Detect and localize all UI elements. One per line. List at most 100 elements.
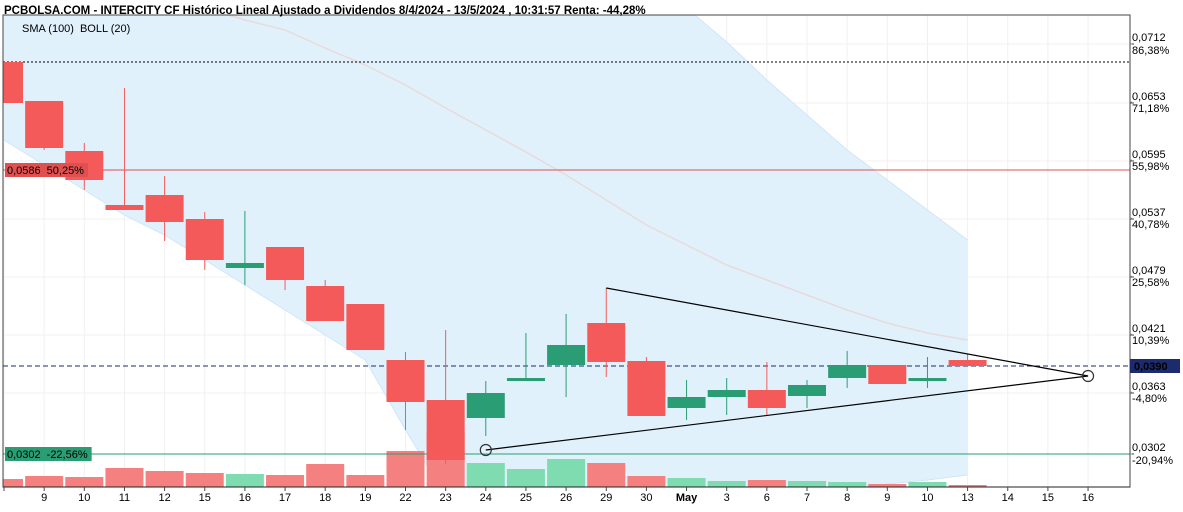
volume-bar <box>627 476 666 487</box>
level-label-box <box>5 447 92 461</box>
y-tick-label: 0,0537 <box>1132 207 1166 219</box>
legend-entry: BOLL (20) <box>80 23 130 35</box>
x-tick-label: 19 <box>359 492 371 504</box>
candle-body <box>506 378 545 381</box>
x-tick-label: 10 <box>921 492 933 504</box>
volume-bar <box>105 468 144 487</box>
volume-bar <box>306 464 345 487</box>
level-label-box <box>5 163 88 177</box>
level-pct: -22,56% <box>47 449 88 461</box>
trendline-handle <box>1081 369 1095 383</box>
volume-bar <box>667 478 706 487</box>
x-tick-label: 29 <box>600 492 612 504</box>
y2-tick-label: -20,94% <box>1132 455 1173 467</box>
sma-line <box>225 15 968 341</box>
candle-body <box>547 345 586 365</box>
x-tick-label: 18 <box>319 492 331 504</box>
trendline-handle <box>479 443 492 457</box>
candle-body <box>145 195 184 222</box>
y2-tick-label: 40,78% <box>1132 219 1170 231</box>
volume-bar <box>547 459 586 487</box>
candle-body <box>707 390 746 397</box>
candle-body <box>386 360 425 402</box>
candle-body <box>788 385 826 396</box>
level-price: 0,0586 <box>7 165 41 177</box>
level-label: 0,0586 50,25% <box>5 163 88 177</box>
level-pct: 50,25% <box>47 165 85 177</box>
y-tick-label: 0,0595 <box>1132 149 1166 161</box>
volume-bar <box>788 481 826 487</box>
candle-body <box>667 397 706 408</box>
y-tick-label: 0,0363 <box>1132 381 1166 393</box>
volume-bar <box>948 485 987 487</box>
y-tick-label: 0,0421 <box>1132 323 1166 335</box>
chart-title: PCBOLSA.COM - INTERCITY CF Histórico Lin… <box>4 5 646 17</box>
y-tick-label: 0,0712 <box>1132 32 1166 44</box>
volume-bar <box>346 475 385 487</box>
x-tick-label: 7 <box>804 492 810 504</box>
candle-body <box>828 365 867 378</box>
volume-bar <box>747 480 786 487</box>
y2-tick-label: -4,80% <box>1132 393 1167 405</box>
candle-body <box>747 390 786 408</box>
legend-entry: SMA (100) <box>22 23 74 35</box>
y-tick-label: 0,0302 <box>1132 442 1166 454</box>
volume-bar <box>65 477 104 487</box>
volume-bar <box>386 451 425 487</box>
level-price: 0,0390 <box>1134 361 1168 373</box>
x-tick-label: 16 <box>1082 492 1094 504</box>
candle-body <box>266 247 305 280</box>
level-label: 0,0302 -22,56% <box>5 447 92 461</box>
candle-body <box>466 393 505 418</box>
x-tick-label: 22 <box>399 492 411 504</box>
x-tick-label: 25 <box>520 492 532 504</box>
volume-bar <box>828 482 867 487</box>
volume-bar <box>3 479 23 487</box>
x-tick-label: 9 <box>884 492 890 504</box>
candle-body <box>868 365 907 384</box>
x-tick-label: 30 <box>640 492 652 504</box>
y-tick-label: 0,0653 <box>1132 91 1166 103</box>
bollinger-band <box>4 15 968 487</box>
candle-body <box>185 219 224 260</box>
x-tick-label: 15 <box>1042 492 1054 504</box>
y2-tick-label: 71,18% <box>1132 103 1170 115</box>
x-tick-label: 14 <box>1002 492 1014 504</box>
candle-body <box>25 101 64 148</box>
volume-bar <box>908 482 947 487</box>
x-tick-label: May <box>676 492 698 504</box>
candle-body <box>948 360 987 366</box>
volume-bar <box>506 469 545 487</box>
x-tick-label: 13 <box>961 492 973 504</box>
trendline <box>606 287 1089 377</box>
x-tick-label: 15 <box>199 492 211 504</box>
x-tick-label: 9 <box>41 492 47 504</box>
bollinger-upper <box>694 15 968 241</box>
candle-body <box>3 62 23 103</box>
volume-bar <box>466 463 505 487</box>
y-tick-label: 0,0479 <box>1132 265 1166 277</box>
candle-body <box>627 361 666 416</box>
candle-body <box>225 263 264 268</box>
plot-area <box>3 15 1130 487</box>
y2-tick-label: 10,39% <box>1132 335 1170 347</box>
volume-bar <box>868 484 907 487</box>
volume-bar <box>145 471 184 487</box>
x-tick-label: 12 <box>158 492 170 504</box>
candle-body <box>426 400 465 460</box>
candle-body <box>105 205 144 210</box>
overlay: 0,0712 0,0653 0,0595 0,0537 0,0479 0,0421 0,03… <box>3 23 1180 504</box>
x-tick-label: 23 <box>440 492 452 504</box>
y2-tick-label: 55,98% <box>1132 161 1170 173</box>
volume-bar <box>707 481 746 487</box>
y2-tick-label: 86,38% <box>1132 45 1170 57</box>
candle-body <box>346 304 385 350</box>
x-tick-label: 11 <box>119 492 130 504</box>
x-tick-label: 17 <box>279 492 291 504</box>
candle-body <box>908 378 947 381</box>
x-tick-label: 26 <box>560 492 572 504</box>
candle-body <box>587 323 626 362</box>
y2-tick-label: 25,58% <box>1132 277 1170 289</box>
volume-bar <box>266 475 305 487</box>
